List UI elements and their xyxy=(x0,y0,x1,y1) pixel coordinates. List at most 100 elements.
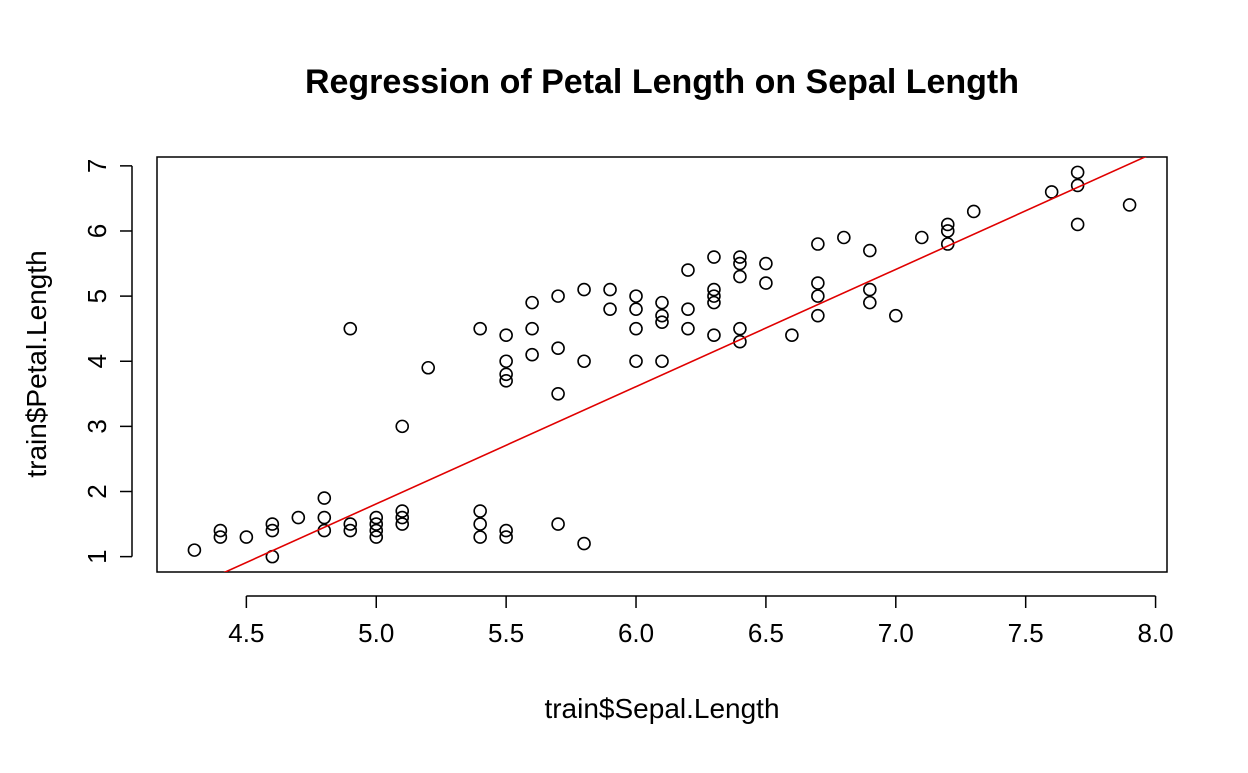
data-point xyxy=(317,523,332,538)
data-point xyxy=(317,491,332,505)
data-point xyxy=(473,517,487,531)
data-point xyxy=(759,256,773,271)
data-point xyxy=(395,504,410,518)
y-tick-label: 3 xyxy=(82,419,112,433)
chart-title: Regression of Petal Length on Sepal Leng… xyxy=(305,63,1019,101)
data-point xyxy=(655,295,669,310)
data-point xyxy=(1044,185,1059,199)
y-tick-label: 4 xyxy=(82,354,112,368)
data-point xyxy=(629,289,643,303)
data-point xyxy=(681,263,695,277)
data-point xyxy=(707,250,721,264)
data-point xyxy=(681,321,695,336)
data-point xyxy=(499,523,513,538)
x-tick-label: 7.5 xyxy=(1008,618,1044,648)
data-point xyxy=(369,510,384,525)
data-point xyxy=(603,282,617,297)
data-point xyxy=(525,295,539,310)
data-point xyxy=(914,230,929,245)
data-point xyxy=(629,354,643,369)
data-point xyxy=(759,276,773,290)
data-point xyxy=(785,328,799,342)
data-point xyxy=(863,282,877,297)
data-point xyxy=(577,536,591,551)
data-point xyxy=(1070,165,1085,180)
y-tick-label: 6 xyxy=(82,224,112,238)
data-point xyxy=(473,504,487,518)
data-point xyxy=(187,543,202,557)
data-point xyxy=(733,269,747,284)
x-tick-label: 6.0 xyxy=(618,618,654,648)
data-point xyxy=(940,217,955,232)
data-point xyxy=(395,510,410,525)
data-point xyxy=(473,530,487,544)
plot-area: 4.5 5.0 5.5 6.0 6.5 7.0 7.5 8.0 1 2 3 4 5 6 7 xyxy=(82,156,1174,648)
data-point xyxy=(733,321,747,336)
y-tick-label: 1 xyxy=(82,549,112,563)
data-point xyxy=(343,523,358,538)
y-tick-label: 2 xyxy=(82,484,112,498)
data-point xyxy=(265,523,280,538)
data-point xyxy=(1122,198,1137,212)
data-point xyxy=(369,523,384,538)
data-point xyxy=(369,530,384,544)
data-point xyxy=(733,250,747,264)
data-point xyxy=(655,308,669,323)
data-point xyxy=(577,282,591,297)
data-point xyxy=(499,354,513,369)
plot-frame xyxy=(156,156,1168,573)
data-point xyxy=(655,315,669,329)
data-point xyxy=(499,367,513,382)
x-tick-label: 5.0 xyxy=(358,618,394,648)
x-tick-label: 6.5 xyxy=(748,618,784,648)
data-point xyxy=(213,523,228,538)
x-tick-label: 7.0 xyxy=(878,618,914,648)
data-point xyxy=(395,517,410,531)
data-point xyxy=(811,289,825,303)
data-point xyxy=(551,341,565,356)
data-point xyxy=(707,289,721,303)
data-point xyxy=(655,354,669,369)
data-point xyxy=(1070,217,1085,232)
regression-line xyxy=(223,157,1147,572)
data-point xyxy=(888,308,903,323)
x-axis-label: train$Sepal.Length xyxy=(544,693,779,724)
data-point xyxy=(681,302,695,316)
data-point xyxy=(811,237,825,251)
data-point xyxy=(265,517,280,531)
data-point xyxy=(343,321,358,336)
data-point xyxy=(525,321,539,336)
data-point xyxy=(499,328,513,342)
data-point xyxy=(317,510,332,525)
data-point xyxy=(707,295,721,310)
data-point xyxy=(499,530,513,544)
data-point xyxy=(629,321,643,336)
data-point xyxy=(551,387,565,401)
data-point xyxy=(603,302,617,316)
data-point xyxy=(940,224,955,238)
data-point xyxy=(811,308,825,323)
data-point xyxy=(421,360,436,375)
data-point xyxy=(707,328,721,342)
data-point xyxy=(291,510,306,525)
data-point xyxy=(966,204,981,219)
y-tick-label: 7 xyxy=(82,159,112,173)
data-point xyxy=(473,321,487,336)
data-point xyxy=(707,282,721,297)
data-point xyxy=(551,517,565,531)
data-point xyxy=(837,230,851,245)
data-point xyxy=(239,530,254,544)
data-point xyxy=(863,295,877,310)
data-point xyxy=(213,530,228,544)
data-point xyxy=(551,289,565,303)
data-point xyxy=(343,517,358,531)
y-axis-label: train$Petal.Length xyxy=(21,250,52,477)
data-point xyxy=(369,517,384,531)
data-point xyxy=(395,419,410,434)
data-point xyxy=(577,354,591,369)
x-tick-label: 8.0 xyxy=(1137,618,1173,648)
data-point xyxy=(733,256,747,271)
data-point xyxy=(863,243,877,258)
